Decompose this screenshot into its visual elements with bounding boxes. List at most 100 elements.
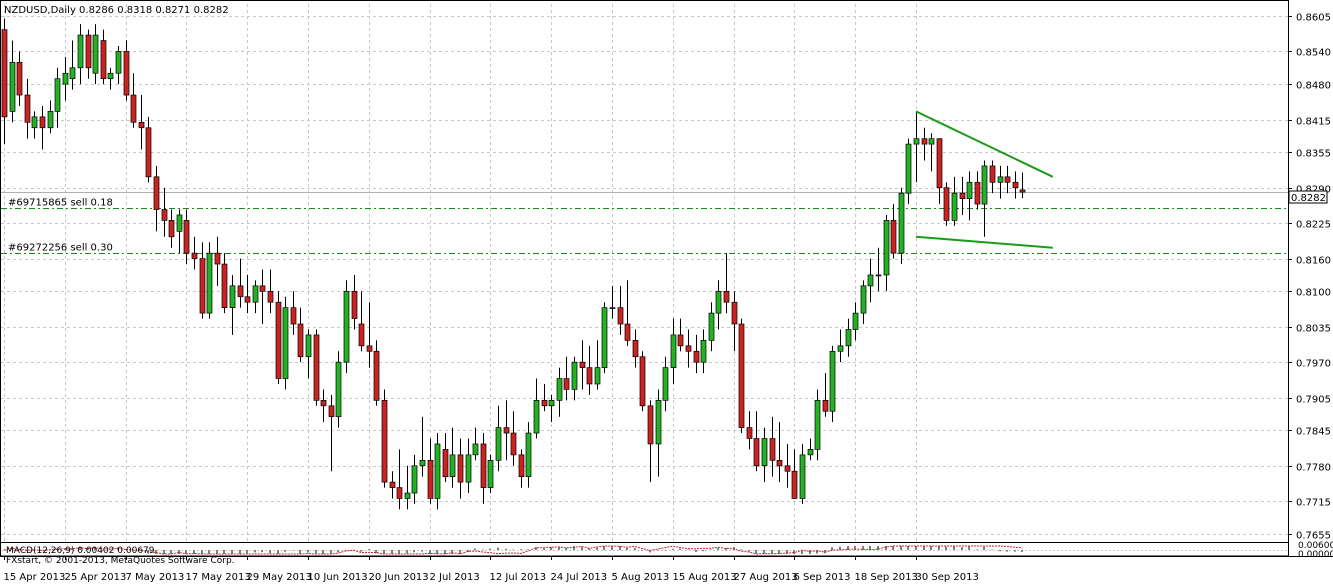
candle [275, 291, 282, 384]
macd-histogram-bar [193, 550, 195, 554]
candle [199, 242, 206, 319]
candle-body [229, 285, 236, 309]
candle-body [989, 165, 996, 183]
candle [548, 394, 555, 423]
candle-body [533, 399, 540, 434]
candle [685, 329, 692, 368]
macd-histogram-bar [330, 550, 332, 554]
candle-body [305, 334, 312, 358]
x-tick-label: 18 Sep 2013 [855, 572, 918, 583]
candle [123, 40, 130, 101]
macd-histogram-bar [512, 549, 514, 550]
candle [617, 285, 624, 335]
macd-histogram-bar [1021, 550, 1023, 552]
candle [130, 73, 137, 128]
y-tick-label: 0.8480 [1296, 81, 1331, 92]
candle [244, 274, 251, 314]
candle [138, 95, 145, 150]
candle-body [39, 116, 46, 129]
candle-body [168, 220, 175, 238]
macd-histogram-bar [246, 550, 248, 554]
candle-body [411, 465, 418, 494]
candle [107, 67, 114, 90]
candle [609, 285, 616, 319]
candle [427, 438, 434, 504]
macd-histogram-bar [94, 547, 96, 550]
candle-body [503, 427, 510, 434]
candle-body [275, 301, 282, 379]
candle-body [974, 181, 981, 205]
macd-histogram-bar [816, 550, 818, 554]
candle [943, 182, 950, 226]
candle-body [221, 263, 228, 309]
macd-histogram-bar [489, 548, 491, 550]
candle-body [138, 121, 145, 129]
candle-body [510, 432, 517, 456]
macd-histogram-bar [368, 549, 370, 550]
macd-histogram-bar [892, 546, 894, 550]
macd-histogram-bar [26, 550, 28, 551]
macd-histogram-bar [1014, 550, 1016, 552]
candle-body [693, 350, 700, 363]
macd-histogram-bar [444, 550, 446, 554]
candle-body [959, 192, 966, 199]
candle-body [107, 72, 114, 80]
y-tick-label: 0.7845 [1296, 427, 1331, 438]
macd-histogram-bar [535, 547, 537, 550]
candle [419, 416, 426, 477]
chart-frame [0, 0, 1289, 557]
x-tick-label: 15 Aug 2013 [673, 572, 737, 583]
candle [31, 111, 38, 139]
candle-body [214, 252, 221, 265]
y-tick-label: 0.8160 [1296, 256, 1331, 267]
candle [282, 296, 289, 390]
x-tick-label: 2 Jul 2013 [430, 572, 480, 583]
candle-body [77, 34, 84, 69]
macd-histogram-bar [292, 550, 294, 551]
macd-histogram-bar [413, 550, 415, 553]
macd-histogram-bar [543, 548, 545, 550]
macd-histogram-bar [649, 550, 651, 553]
candle-body [259, 285, 266, 292]
macd-histogram-bar [299, 550, 301, 554]
macd-histogram-bar [375, 550, 377, 554]
candle-body [875, 274, 882, 277]
candle-body [419, 459, 426, 467]
macd-histogram-bar [695, 550, 697, 552]
macd-label: MACD(12,26,9) 0.00402 0.00679 [6, 546, 155, 556]
macd-histogram-bar [907, 546, 909, 550]
grid [1, 4, 1288, 541]
candle [252, 280, 259, 314]
candle-body [852, 312, 859, 330]
macd-histogram-bar [809, 550, 811, 554]
candle [411, 454, 418, 504]
macd-histogram-bar [41, 550, 43, 551]
candle [556, 367, 563, 417]
candle-body [548, 399, 555, 407]
candle [753, 411, 760, 472]
candle-body [404, 492, 411, 499]
candle-body [320, 399, 327, 407]
symbol-info: NZDUSD,Daily 0.8286 0.8318 0.8271 0.8282 [4, 5, 229, 16]
candle [381, 389, 388, 488]
candle [563, 356, 570, 401]
macd-histogram-bar [436, 550, 438, 554]
x-tick-label: 29 May 2013 [247, 572, 312, 583]
macd-histogram-bar [938, 546, 940, 550]
candle [77, 24, 84, 85]
candle [259, 269, 266, 325]
candle [335, 351, 342, 428]
candle-body [313, 334, 320, 401]
candle-body [373, 350, 380, 401]
macd-histogram-bar [497, 547, 499, 550]
candle [989, 160, 996, 194]
candle [883, 214, 890, 292]
macd-histogram-bar [619, 546, 621, 550]
macd-histogram-bar [391, 550, 393, 554]
trend-lines [915, 110, 1054, 249]
candle-body [62, 72, 69, 85]
candle-body [525, 432, 532, 478]
macd-histogram-bar [429, 550, 431, 554]
candle-body [921, 138, 928, 145]
